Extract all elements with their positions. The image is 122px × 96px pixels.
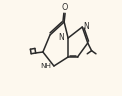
Text: O: O bbox=[62, 3, 68, 12]
Text: N: N bbox=[58, 33, 64, 42]
Text: NH: NH bbox=[41, 63, 51, 70]
Text: N: N bbox=[83, 22, 89, 31]
